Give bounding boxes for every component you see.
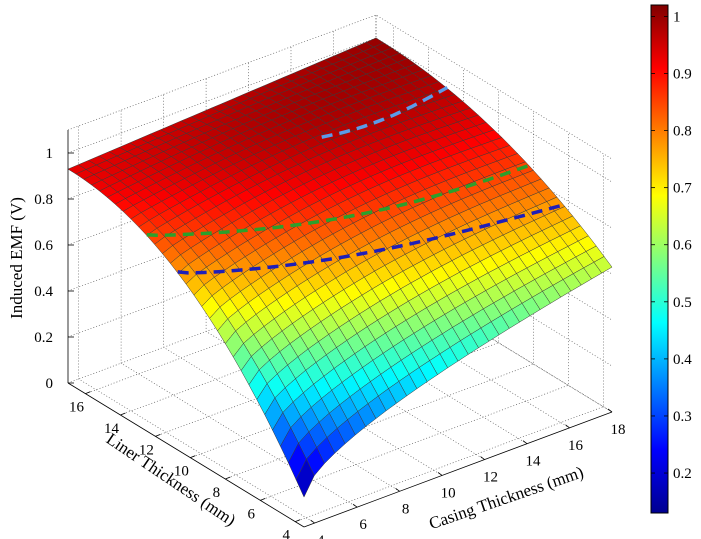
colorbar bbox=[650, 4, 669, 514]
colorbar-tick-label: 0.7 bbox=[673, 181, 692, 197]
z-tick-label: 1 bbox=[46, 146, 54, 162]
axis-ticks: 00.20.40.60.81468101214164681012141618 bbox=[34, 146, 625, 539]
grid-line bbox=[67, 14, 613, 160]
y-tick-label: 12 bbox=[139, 442, 154, 458]
z-tick-label: 0.4 bbox=[34, 284, 53, 300]
contour-line bbox=[146, 163, 531, 238]
y-tick bbox=[155, 433, 161, 437]
colorbar-ticks: 0.2 0.3 0.4 0.5 0.6 0.7 0.8 0.9 1 bbox=[651, 9, 692, 482]
x-tick bbox=[310, 519, 315, 524]
y-tick bbox=[225, 476, 231, 480]
grid-line bbox=[163, 94, 400, 492]
colorbar-tick-label: 0.6 bbox=[673, 238, 692, 254]
colorbar-tick-label: 1 bbox=[673, 9, 681, 25]
grid-line bbox=[120, 110, 358, 508]
x-tick bbox=[607, 408, 613, 413]
y-tick bbox=[295, 519, 301, 523]
surface-patch bbox=[295, 458, 315, 498]
x-tick bbox=[522, 440, 528, 445]
x-tick-label: 14 bbox=[526, 454, 542, 470]
y-axis-label: Liner Thickness (mm) bbox=[103, 429, 239, 530]
colorbar-tick-label: 0.5 bbox=[673, 295, 692, 311]
x-tick-label: 18 bbox=[611, 422, 626, 438]
y-tick-label: 6 bbox=[248, 506, 256, 522]
x-axis-line bbox=[303, 411, 613, 528]
grid-line bbox=[67, 221, 613, 367]
y-tick bbox=[190, 455, 196, 459]
colorbar-tick-label: 0.2 bbox=[673, 466, 692, 482]
x-tick bbox=[352, 503, 358, 508]
y-tick bbox=[120, 412, 126, 416]
x-tick-label: 4 bbox=[317, 533, 325, 539]
grid-line bbox=[67, 267, 613, 413]
x-tick-label: 8 bbox=[402, 501, 410, 517]
x-tick-label: 6 bbox=[359, 517, 367, 533]
colorbar-tick-label: 0.4 bbox=[673, 352, 692, 368]
grid-line bbox=[78, 126, 315, 524]
surface-mesh bbox=[67, 37, 613, 498]
y-axis-line bbox=[67, 382, 305, 528]
y-tick-label: 10 bbox=[174, 464, 189, 480]
y-tick-label: 4 bbox=[283, 528, 291, 539]
x-tick-label: 16 bbox=[568, 438, 584, 454]
grid-line bbox=[205, 78, 443, 476]
colorbar-tick-label: 0.9 bbox=[673, 66, 692, 82]
contour-line bbox=[177, 203, 565, 275]
x-tick-label: 10 bbox=[441, 485, 456, 501]
z-tick-label: 0.8 bbox=[34, 192, 53, 208]
contour-lines bbox=[146, 85, 565, 275]
colorbar-tick-label: 0.3 bbox=[673, 409, 692, 425]
x-tick-label: 12 bbox=[483, 470, 498, 486]
z-tick-label: 0.6 bbox=[34, 238, 53, 254]
y-tick-label: 8 bbox=[213, 485, 221, 501]
z-tick-label: 0 bbox=[46, 376, 54, 392]
y-tick bbox=[260, 497, 266, 501]
z-axis-label: Induced EMF (V) bbox=[7, 197, 26, 319]
contour-line bbox=[321, 85, 449, 139]
y-tick bbox=[85, 391, 91, 395]
x-tick bbox=[480, 456, 485, 460]
y-tick-label: 16 bbox=[69, 400, 85, 416]
colorbar-tick-label: 0.8 bbox=[673, 124, 692, 140]
x-tick bbox=[437, 472, 443, 476]
axis-frame bbox=[67, 130, 613, 528]
z-tick-label: 0.2 bbox=[34, 330, 53, 346]
y-tick-label: 14 bbox=[104, 421, 120, 437]
x-tick bbox=[395, 487, 400, 492]
x-tick bbox=[565, 424, 570, 429]
